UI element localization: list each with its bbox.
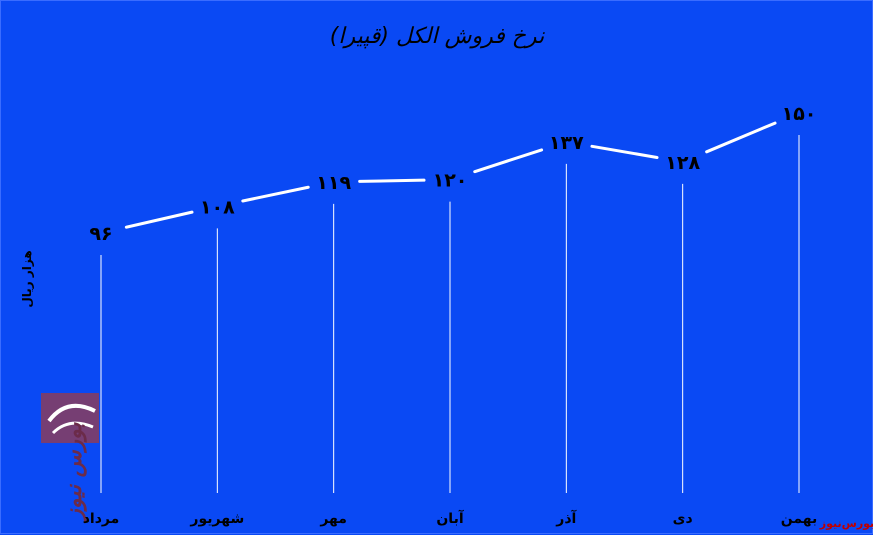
watermark-logo-arc — [51, 421, 94, 435]
watermark-logo-arc — [47, 403, 96, 423]
category-label: بهمن — [781, 511, 817, 527]
data-label: ۱۲۰ — [433, 170, 468, 192]
series-segment — [124, 210, 194, 229]
series-segment — [590, 144, 659, 159]
category-label: آذر — [555, 509, 577, 527]
series-segment — [241, 185, 310, 203]
category-label: مهر — [319, 511, 347, 527]
series-segment — [473, 148, 544, 174]
category-label: مرداد — [83, 511, 120, 527]
category-labels: مرداد شهریور مهر آبان آذر دی بهمن — [83, 509, 818, 527]
data-label: ۱۲۸ — [665, 152, 700, 174]
data-labels: ۹۶ ۱۰۸ ۱۱۹ ۱۲۰ ۱۳۷ ۱۲۸ ۱۵۰ — [89, 103, 816, 245]
data-label: ۱۳۷ — [549, 132, 584, 154]
category-label: دی — [673, 511, 693, 527]
series-segment — [705, 121, 777, 154]
category-label: آبان — [436, 509, 464, 527]
series-segment — [358, 178, 426, 183]
series-line — [124, 121, 777, 229]
category-label: شهریور — [189, 511, 244, 527]
y-axis-label: هزار ریال — [20, 250, 34, 307]
drop-lines — [100, 135, 800, 493]
data-label: ۱۱۹ — [316, 172, 351, 194]
data-label: ۱۵۰ — [782, 103, 817, 125]
watermark-logo — [41, 393, 99, 443]
chart-title: نرخ فروش الکل (قپیرا) — [330, 24, 545, 49]
data-label: ۹۶ — [89, 223, 112, 245]
brand-label: بورس‌نیوز — [819, 517, 873, 530]
data-label: ۱۰۸ — [200, 196, 235, 218]
watermark-text: بورس نیوز — [62, 421, 87, 522]
